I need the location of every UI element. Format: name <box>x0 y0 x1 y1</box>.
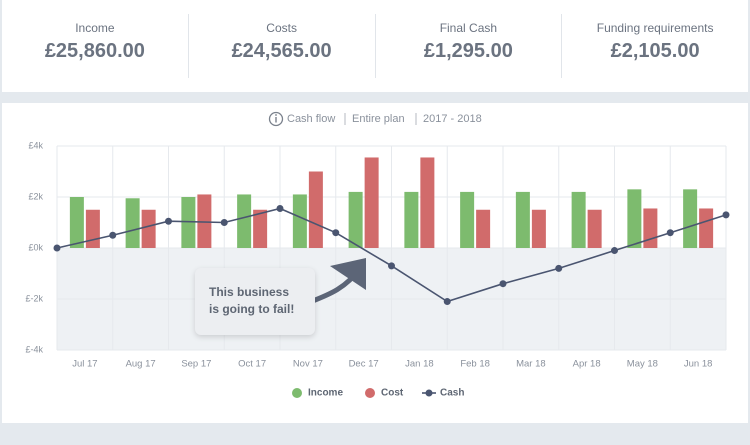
bar <box>237 194 252 248</box>
bar <box>308 171 323 248</box>
bar <box>141 209 156 248</box>
card-label: Final Cash <box>439 21 498 35</box>
bar <box>292 194 307 248</box>
card-value: £24,565.00 <box>231 40 332 62</box>
card-label: Funding requirements <box>596 21 714 35</box>
y-tick-label: £2k <box>28 191 43 201</box>
legend-label: Cost <box>381 388 404 399</box>
bar <box>683 189 698 248</box>
bar <box>85 209 100 248</box>
summary-card: Final Cash £1,295.00 <box>376 14 563 78</box>
legend-swatch <box>365 388 375 398</box>
card-value: £1,295.00 <box>423 40 513 62</box>
x-tick-label: Sep 17 <box>181 359 211 370</box>
summary-cards: Income £25,860.00 Costs £24,565.00 Final C… <box>2 0 748 92</box>
x-tick-label: Jun 18 <box>684 359 713 370</box>
card-value: £2,105.00 <box>610 40 700 62</box>
summary-card: Funding requirements £2,105.00 <box>562 14 748 78</box>
x-tick-label: Feb 18 <box>460 359 490 370</box>
summary-card: Costs £24,565.00 <box>189 14 376 78</box>
bar <box>197 194 212 248</box>
header-item: 2017 - 2018 <box>423 113 482 125</box>
x-tick-label: Oct 17 <box>238 359 266 370</box>
cash-point <box>443 298 451 306</box>
bar <box>627 189 642 248</box>
x-tick-label: Aug 17 <box>126 359 156 370</box>
cash-point <box>388 262 395 270</box>
annotation: This business is going to fail! <box>195 268 315 335</box>
cash-point <box>53 244 61 252</box>
info-icon <box>275 114 277 116</box>
cash-point <box>499 280 507 288</box>
legend-label: Cash <box>440 388 464 399</box>
x-tick-label: Dec 17 <box>349 359 379 370</box>
bar <box>181 197 196 248</box>
x-tick-label: Jan 18 <box>405 359 434 370</box>
plot: £4k £2k £0k £-2k £-4k Jul 17 Aug 17 Sep 17 Oct 1… <box>25 140 730 399</box>
bar <box>125 198 140 248</box>
cash-point <box>611 247 618 255</box>
cash-point <box>165 217 172 225</box>
header-item: Entire plan <box>352 113 405 125</box>
cash-point <box>276 204 284 212</box>
bar <box>699 208 714 248</box>
bar <box>420 157 435 248</box>
y-tick-label: £4k <box>28 140 43 150</box>
legend-swatch <box>425 389 433 397</box>
summary-card: Income £25,860.00 <box>2 14 189 78</box>
arrow-head <box>330 258 366 290</box>
cash-point <box>332 229 340 237</box>
bar <box>643 208 658 248</box>
cash-point <box>722 211 730 219</box>
cash-point <box>555 264 563 272</box>
x-tick-label: Apr 18 <box>573 359 601 370</box>
card-label: Income <box>75 21 115 35</box>
bar <box>364 157 379 248</box>
bar <box>253 209 268 248</box>
x-tick-label: Nov 17 <box>293 359 323 370</box>
bar <box>404 191 419 248</box>
bar <box>571 191 586 248</box>
y-tick-label: £0k <box>28 242 43 252</box>
bar <box>515 191 530 248</box>
y-tick-label: £-4k <box>25 344 43 354</box>
bar <box>587 209 602 248</box>
cash-point <box>220 219 228 226</box>
bar <box>69 197 84 248</box>
card-label: Costs <box>266 21 297 35</box>
y-tick-label: £-2k <box>25 293 43 303</box>
x-tick-label: Jul 17 <box>72 359 97 370</box>
bar <box>476 209 491 248</box>
x-tick-label: Mar 18 <box>516 359 546 370</box>
bar <box>460 191 475 248</box>
legend-label: Income <box>308 388 343 399</box>
cash-point <box>109 231 117 239</box>
card-value: £25,860.00 <box>44 40 145 62</box>
legend-swatch <box>292 388 302 398</box>
bar <box>531 209 546 248</box>
cash-point <box>666 229 674 237</box>
bar <box>348 191 363 248</box>
header-item: Cash flow <box>287 113 335 125</box>
info-icon[interactable] <box>268 111 284 127</box>
x-tick-label: May 18 <box>627 359 658 370</box>
